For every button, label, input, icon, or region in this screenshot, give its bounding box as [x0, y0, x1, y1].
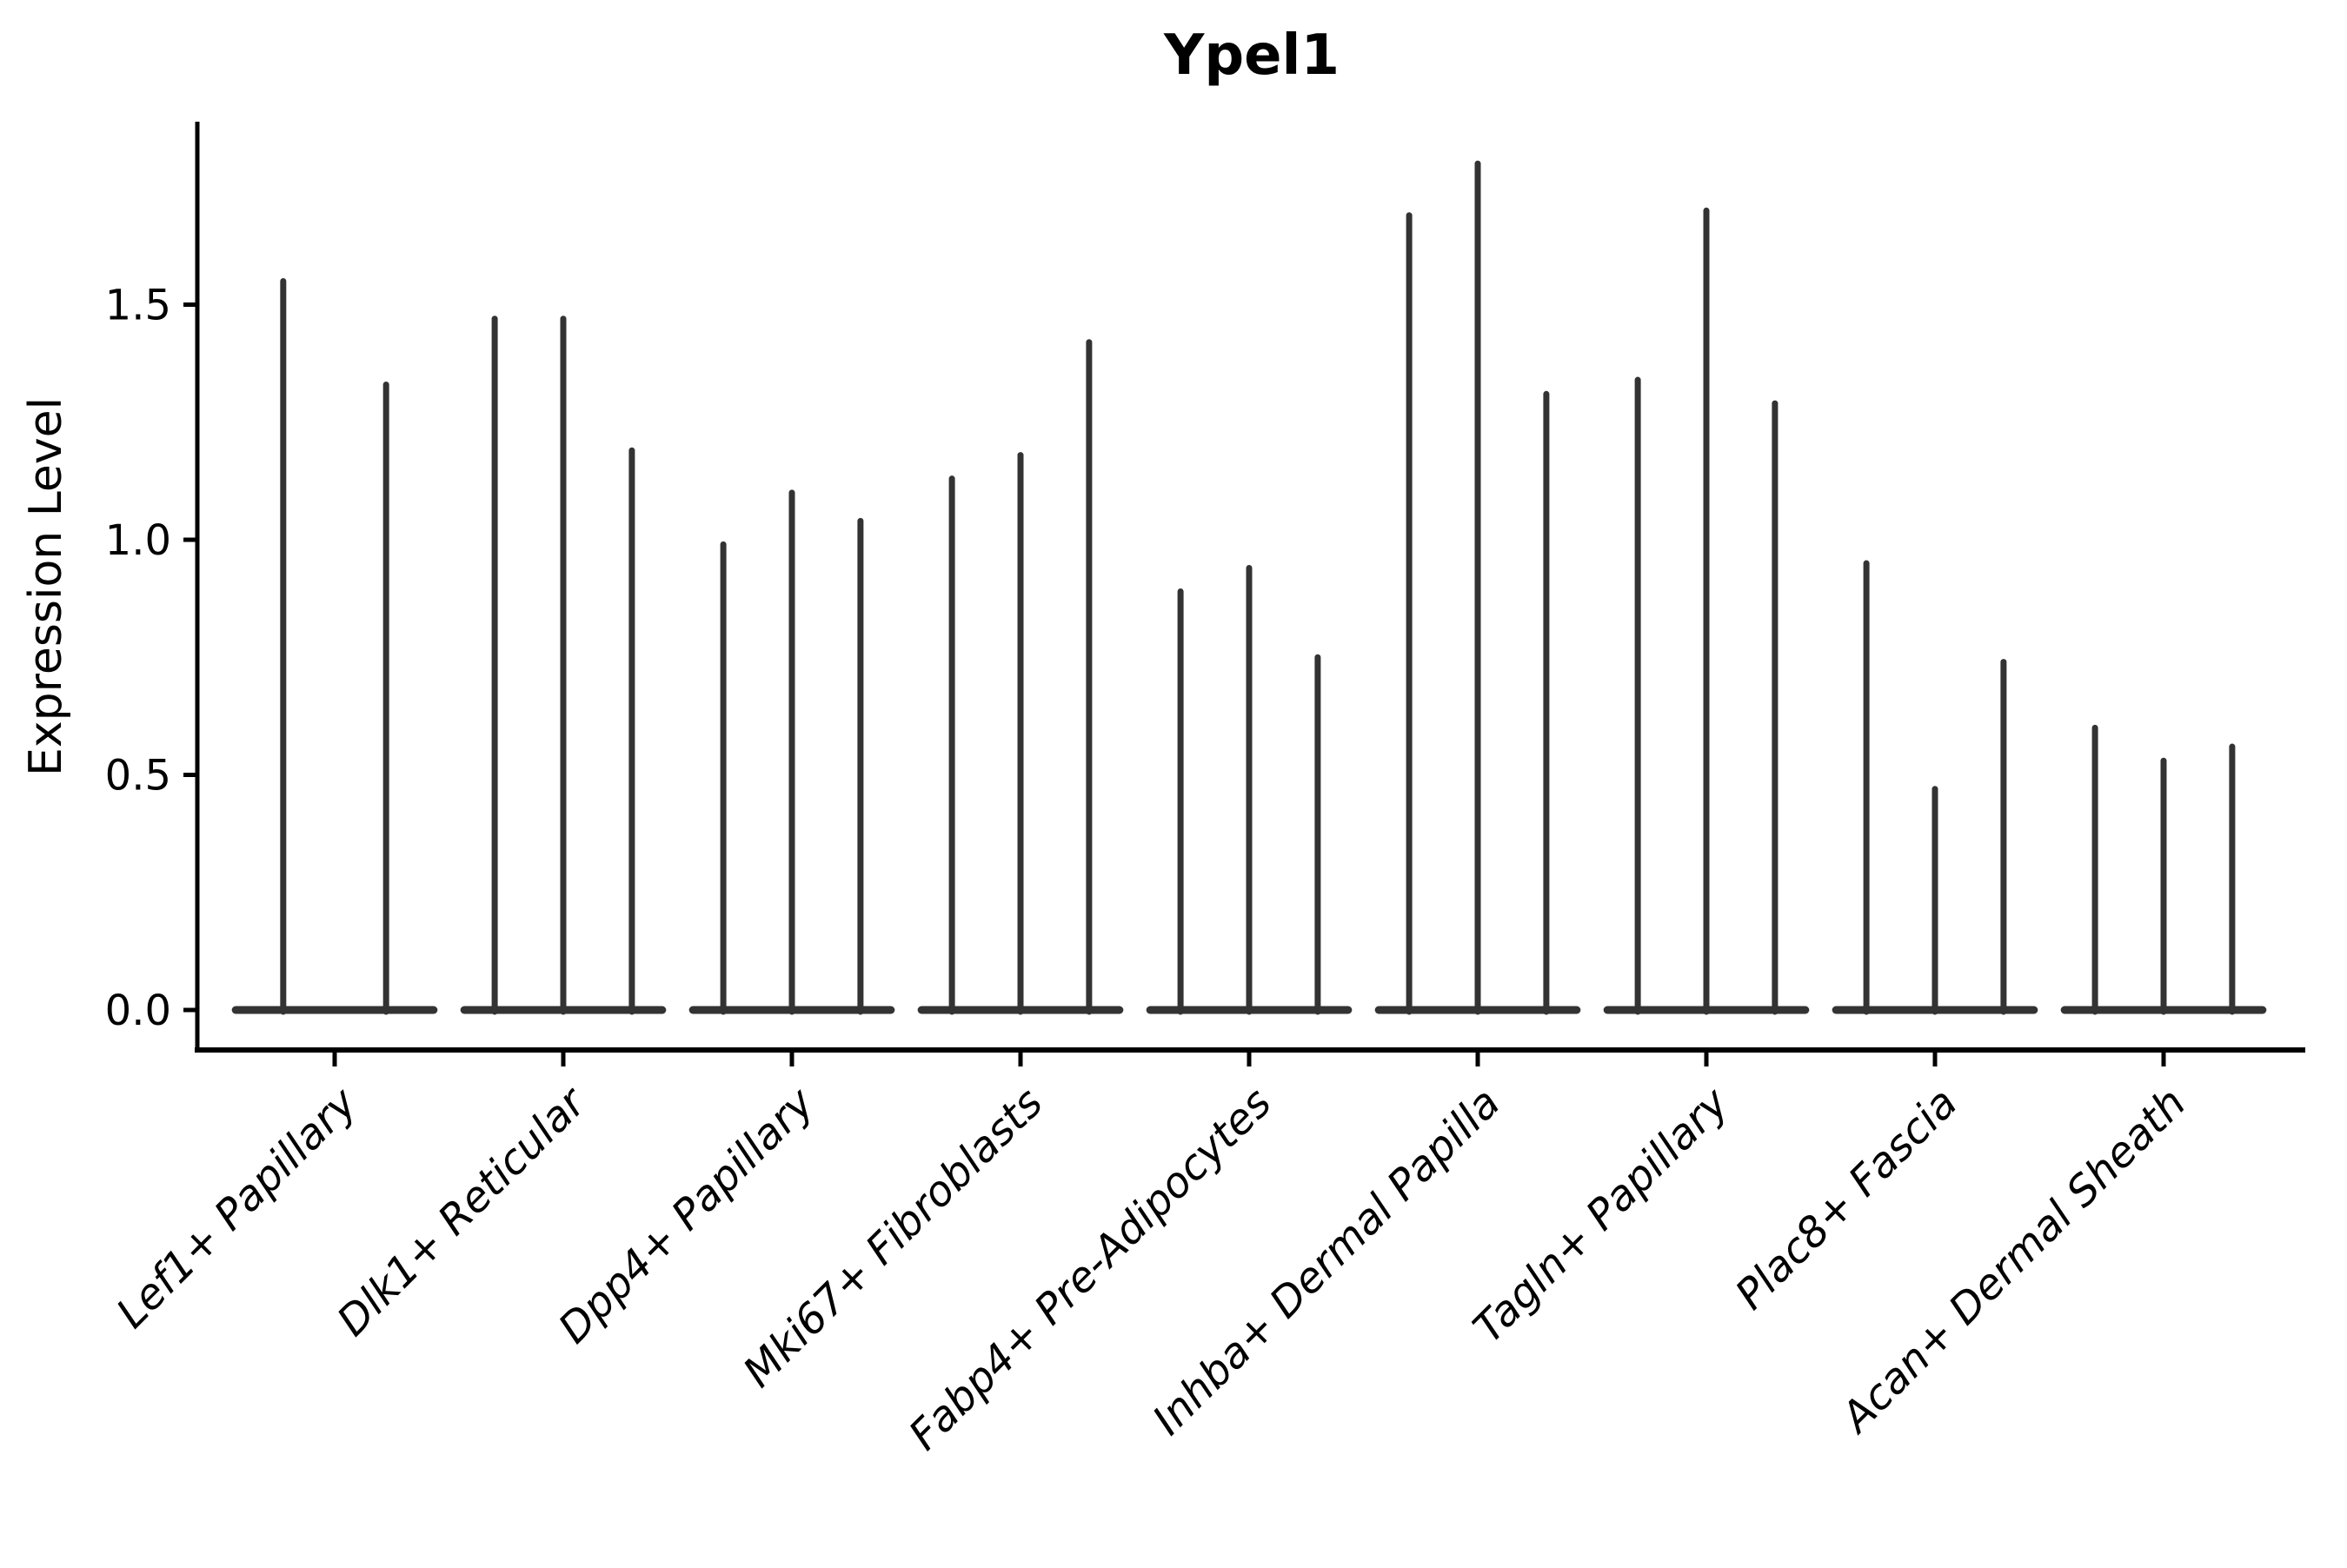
- violin-layer: [231, 160, 2267, 1015]
- x-tick-label: Tagln+ Papillary: [1464, 1078, 1739, 1352]
- y-tick-label: 1.5: [105, 282, 171, 330]
- chart-title: Ypel1: [1163, 23, 1340, 88]
- x-tick-label: Dlk1+ Reticular: [328, 1077, 597, 1346]
- y-tick-mark: [183, 537, 197, 542]
- y-axis-spine: [195, 122, 200, 1053]
- violin-base: [231, 1006, 438, 1014]
- x-tick-label: Dpp4+ Papillary: [549, 1078, 824, 1352]
- x-tick-label: Lef1+ Papillary: [107, 1078, 367, 1338]
- x-tick-mark: [1475, 1053, 1480, 1066]
- x-tick-mark: [332, 1053, 337, 1066]
- x-tick-mark: [1018, 1053, 1023, 1066]
- x-tick-mark: [1247, 1053, 1252, 1066]
- x-tick-label: Fabp4+ Pre-Adipocytes: [900, 1079, 1281, 1460]
- y-tick-label: 0.0: [105, 987, 171, 1035]
- y-tick-label: 0.5: [105, 752, 171, 801]
- x-tick-mark: [561, 1053, 566, 1066]
- y-tick-mark: [183, 773, 197, 777]
- x-tick-mark: [1932, 1053, 1938, 1066]
- y-tick-mark: [183, 1007, 197, 1013]
- y-axis-label: Expression Level: [20, 397, 72, 776]
- y-tick-label: 1.0: [105, 516, 171, 565]
- x-tick-mark: [1704, 1053, 1709, 1066]
- x-tick-mark: [789, 1053, 795, 1066]
- x-tick-mark: [2161, 1053, 2166, 1066]
- x-tick-label: Plac8+ Fascia: [1726, 1079, 1967, 1319]
- y-tick-mark: [183, 302, 197, 307]
- x-axis-spine: [195, 1047, 2305, 1053]
